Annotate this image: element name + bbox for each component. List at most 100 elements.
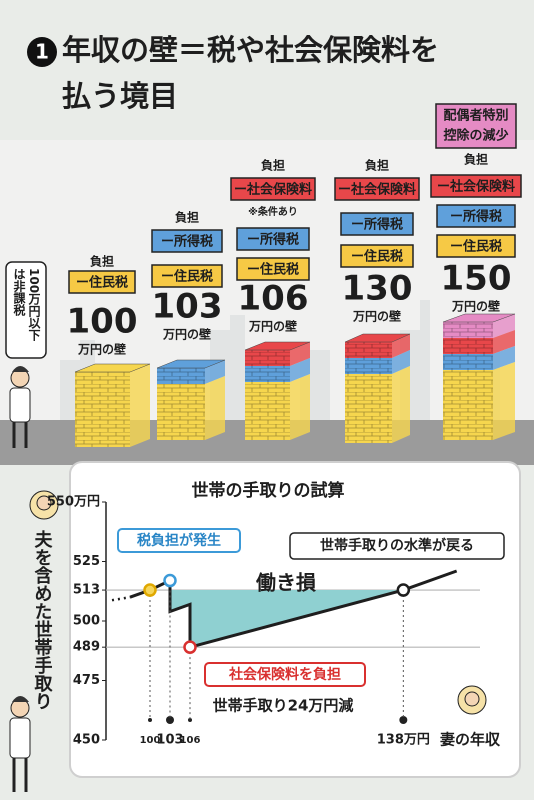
wall-side [493, 362, 515, 440]
y-tick-label: 525 [73, 554, 100, 569]
x-tick [188, 718, 192, 722]
woman-figure [9, 366, 31, 792]
wall-bricks [345, 374, 392, 443]
title-line: 払う境目 [62, 79, 178, 113]
tax-box [117, 528, 241, 553]
wall-bricks [443, 354, 493, 370]
burden-box [236, 227, 310, 251]
wall-bricks [443, 338, 493, 354]
wall-side [130, 364, 150, 447]
city-silhouette [60, 300, 500, 420]
wall-bricks [443, 322, 493, 338]
burden-label: 負担 [464, 152, 488, 167]
number: 1 [35, 40, 49, 64]
burden-item: ー所得税 [161, 234, 213, 250]
wall-bricks [345, 342, 392, 358]
title-line: 年収の壁＝税や社会保険料を [62, 33, 439, 67]
annotation: 世帯手取りの水準が戻る [320, 537, 474, 554]
extra-label: 配偶者特別 [443, 108, 508, 124]
burden-box [151, 229, 223, 253]
side-note: は非課税 [12, 268, 26, 317]
wall-top [156, 359, 226, 369]
burden-item: ー所得税 [247, 232, 299, 248]
burden-box [236, 257, 310, 281]
burden-box [436, 204, 516, 228]
burden-label: 負担 [90, 254, 114, 269]
burden-label: 負担 [175, 210, 199, 225]
wall-amount: 100 [67, 302, 138, 342]
marker [143, 583, 157, 597]
y-tick-label: 450 [73, 733, 100, 748]
x-tick-label: 138万円 [377, 733, 430, 748]
wall-top [344, 333, 411, 343]
burden-item: ー住民税 [351, 249, 403, 265]
wall-side [290, 374, 310, 440]
wall [244, 341, 311, 440]
wall-bricks [245, 366, 290, 382]
wall-top [442, 313, 516, 323]
wall [344, 333, 411, 443]
side-note: 100万円以下 [27, 268, 41, 342]
burden-box [436, 234, 516, 258]
y-tick-label: 475 [73, 673, 100, 688]
x-tick-label: 106 [180, 735, 201, 746]
social-box [204, 662, 366, 687]
burden-box [151, 264, 223, 288]
condition-note: ※条件あり [248, 205, 298, 218]
burden-item: ー所得税 [450, 209, 502, 225]
burden-item: ー住民税 [161, 269, 213, 285]
wall-amount: 150 [441, 259, 512, 299]
burden-item: ー所得税 [351, 217, 403, 233]
annotation: 税負担が発生 [137, 532, 221, 549]
burden-box [430, 174, 522, 198]
wall-amount: 130 [342, 269, 413, 309]
face-icons [29, 490, 487, 715]
burden-item: ー住民税 [247, 262, 299, 278]
wall-bricks [245, 382, 290, 440]
marker [396, 583, 411, 597]
y-tick-label: 550万円 [47, 495, 100, 510]
wall-amount: 103 [152, 287, 223, 327]
wall-unit: 万円の壁 [352, 309, 401, 324]
y-tick-label: 489 [73, 640, 100, 655]
wall-bricks [443, 370, 493, 440]
recover-box [289, 532, 505, 560]
wall-top [74, 363, 151, 373]
burden-box [68, 270, 136, 294]
wall [74, 363, 151, 447]
wall [156, 359, 226, 440]
x-tick-label: 100 [140, 735, 161, 746]
wall-side [205, 376, 225, 440]
burden-box [340, 212, 414, 236]
burden-item: ー社会保険料 [338, 182, 416, 198]
wall-amount: 106 [238, 279, 309, 319]
wall-bricks [345, 358, 392, 374]
burden-label: 負担 [261, 158, 285, 173]
burden-item: ー社会保険料 [437, 179, 515, 195]
burden-box [334, 177, 420, 201]
wall-top [244, 341, 311, 351]
side-bubble [5, 261, 47, 359]
burden-item: ー住民税 [450, 239, 502, 255]
wall-unit: 万円の壁 [451, 299, 500, 314]
burden-item: ー社会保険料 [234, 182, 312, 198]
x-tick [166, 716, 174, 724]
wall-bricks [157, 368, 205, 384]
wall-unit: 万円の壁 [77, 342, 126, 357]
number-badge [27, 37, 57, 67]
wall-side [392, 366, 410, 443]
wall-bricks [245, 350, 290, 366]
x-tick [399, 716, 408, 724]
x-tick-label: 103 [156, 733, 183, 748]
burden-box [230, 177, 316, 201]
y-tick-label: 513 [73, 583, 100, 598]
extra-box [435, 103, 517, 149]
burden-item: ー住民税 [76, 275, 128, 291]
y-axis-label: 夫を含めた世帯手取り [32, 529, 53, 710]
wall-unit: 万円の壁 [248, 319, 297, 334]
y-tick-label: 500 [73, 614, 100, 629]
marker [163, 573, 177, 588]
wall-bricks [157, 384, 205, 440]
wall-bricks [75, 372, 130, 447]
